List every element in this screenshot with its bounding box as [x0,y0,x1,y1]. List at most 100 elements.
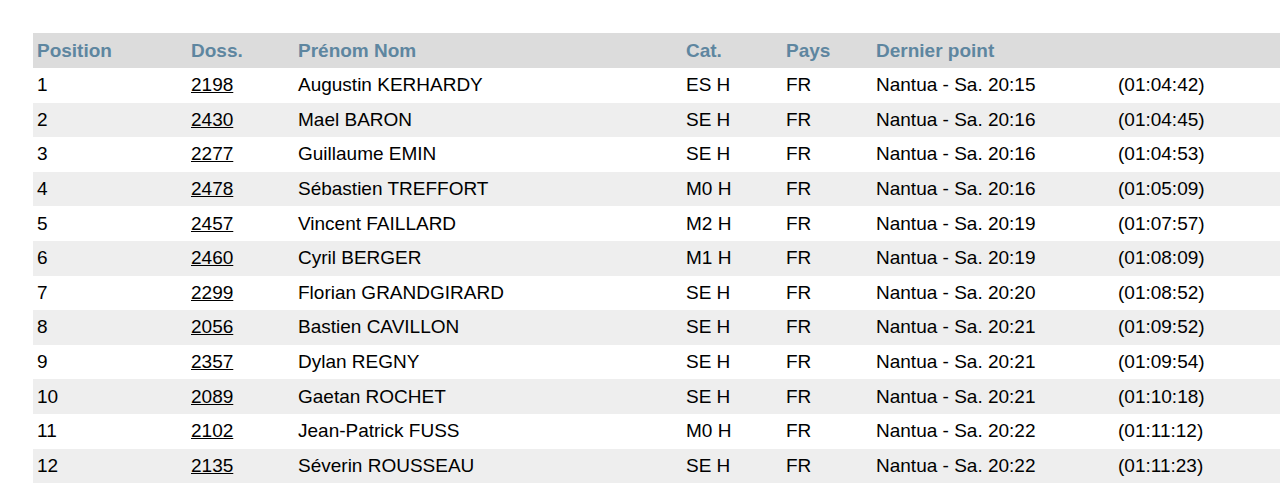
cell-time: (01:11:23) [1114,449,1280,484]
cell-dernier-point: Nantua - Sa. 20:15 [872,68,1114,103]
cell-doss: 2056 [187,310,294,345]
cell-dernier-point: Nantua - Sa. 20:16 [872,103,1114,138]
cell-cat: M0 H [682,414,782,449]
cell-doss: 2430 [187,103,294,138]
cell-cat: SE H [682,137,782,172]
cell-name: Guillaume EMIN [294,137,682,172]
cell-pays: FR [782,379,872,414]
header-row: Position Doss. Prénom Nom Cat. Pays Dern… [33,33,1280,68]
cell-dernier-point: Nantua - Sa. 20:20 [872,276,1114,311]
cell-doss: 2135 [187,449,294,484]
cell-position: 2 [33,103,187,138]
cell-doss: 2089 [187,379,294,414]
col-header-pays: Pays [782,33,872,68]
cell-name: Vincent FAILLARD [294,206,682,241]
cell-doss: 2299 [187,276,294,311]
cell-time: (01:08:52) [1114,276,1280,311]
cell-doss: 2357 [187,345,294,380]
cell-doss: 2277 [187,137,294,172]
cell-pays: FR [782,103,872,138]
table-row: 8 2056 Bastien CAVILLON SE H FR Nantua -… [33,310,1280,345]
cell-time: (01:08:09) [1114,241,1280,276]
bib-link[interactable]: 2089 [191,386,233,407]
cell-name: Séverin ROUSSEAU [294,449,682,484]
cell-pays: FR [782,414,872,449]
results-table: Position Doss. Prénom Nom Cat. Pays Dern… [33,33,1280,483]
cell-doss: 2478 [187,172,294,207]
cell-doss: 2460 [187,241,294,276]
bib-link[interactable]: 2299 [191,282,233,303]
cell-cat: SE H [682,379,782,414]
cell-cat: SE H [682,449,782,484]
table-row: 3 2277 Guillaume EMIN SE H FR Nantua - S… [33,137,1280,172]
cell-position: 4 [33,172,187,207]
cell-dernier-point: Nantua - Sa. 20:21 [872,379,1114,414]
cell-name: Mael BARON [294,103,682,138]
cell-position: 7 [33,276,187,311]
cell-pays: FR [782,276,872,311]
table-row: 11 2102 Jean-Patrick FUSS M0 H FR Nantua… [33,414,1280,449]
cell-time: (01:05:09) [1114,172,1280,207]
cell-name: Augustin KERHARDY [294,68,682,103]
cell-time: (01:09:54) [1114,345,1280,380]
cell-name: Gaetan ROCHET [294,379,682,414]
cell-dernier-point: Nantua - Sa. 20:19 [872,241,1114,276]
cell-time: (01:04:53) [1114,137,1280,172]
bib-link[interactable]: 2135 [191,455,233,476]
cell-time: (01:04:42) [1114,68,1280,103]
table-row: 10 2089 Gaetan ROCHET SE H FR Nantua - S… [33,379,1280,414]
bib-link[interactable]: 2198 [191,74,233,95]
results-body: 1 2198 Augustin KERHARDY ES H FR Nantua … [33,68,1280,483]
cell-dernier-point: Nantua - Sa. 20:16 [872,137,1114,172]
cell-pays: FR [782,137,872,172]
cell-dernier-point: Nantua - Sa. 20:21 [872,345,1114,380]
bib-link[interactable]: 2102 [191,420,233,441]
col-header-cat: Cat. [682,33,782,68]
cell-name: Bastien CAVILLON [294,310,682,345]
table-row: 12 2135 Séverin ROUSSEAU SE H FR Nantua … [33,449,1280,484]
cell-position: 5 [33,206,187,241]
cell-cat: ES H [682,68,782,103]
cell-cat: M2 H [682,206,782,241]
cell-time: (01:10:18) [1114,379,1280,414]
cell-name: Sébastien TREFFORT [294,172,682,207]
table-row: 4 2478 Sébastien TREFFORT M0 H FR Nantua… [33,172,1280,207]
cell-pays: FR [782,310,872,345]
cell-name: Jean-Patrick FUSS [294,414,682,449]
col-header-name: Prénom Nom [294,33,682,68]
cell-name: Dylan REGNY [294,345,682,380]
cell-dernier-point: Nantua - Sa. 20:19 [872,206,1114,241]
col-header-doss: Doss. [187,33,294,68]
cell-time: (01:09:52) [1114,310,1280,345]
col-header-position: Position [33,33,187,68]
cell-time: (01:11:12) [1114,414,1280,449]
cell-cat: SE H [682,103,782,138]
cell-cat: M1 H [682,241,782,276]
cell-pays: FR [782,172,872,207]
bib-link[interactable]: 2478 [191,178,233,199]
cell-time: (01:04:45) [1114,103,1280,138]
cell-position: 11 [33,414,187,449]
cell-position: 3 [33,137,187,172]
col-header-time [1114,33,1280,68]
bib-link[interactable]: 2357 [191,351,233,372]
table-row: 7 2299 Florian GRANDGIRARD SE H FR Nantu… [33,276,1280,311]
cell-name: Cyril BERGER [294,241,682,276]
bib-link[interactable]: 2460 [191,247,233,268]
table-row: 2 2430 Mael BARON SE H FR Nantua - Sa. 2… [33,103,1280,138]
table-row: 6 2460 Cyril BERGER M1 H FR Nantua - Sa.… [33,241,1280,276]
cell-name: Florian GRANDGIRARD [294,276,682,311]
table-row: 1 2198 Augustin KERHARDY ES H FR Nantua … [33,68,1280,103]
cell-dernier-point: Nantua - Sa. 20:16 [872,172,1114,207]
bib-link[interactable]: 2277 [191,143,233,164]
table-row: 5 2457 Vincent FAILLARD M2 H FR Nantua -… [33,206,1280,241]
cell-cat: SE H [682,310,782,345]
bib-link[interactable]: 2430 [191,109,233,130]
cell-pays: FR [782,345,872,380]
cell-doss: 2102 [187,414,294,449]
cell-position: 1 [33,68,187,103]
cell-position: 9 [33,345,187,380]
bib-link[interactable]: 2056 [191,316,233,337]
bib-link[interactable]: 2457 [191,213,233,234]
cell-dernier-point: Nantua - Sa. 20:22 [872,449,1114,484]
